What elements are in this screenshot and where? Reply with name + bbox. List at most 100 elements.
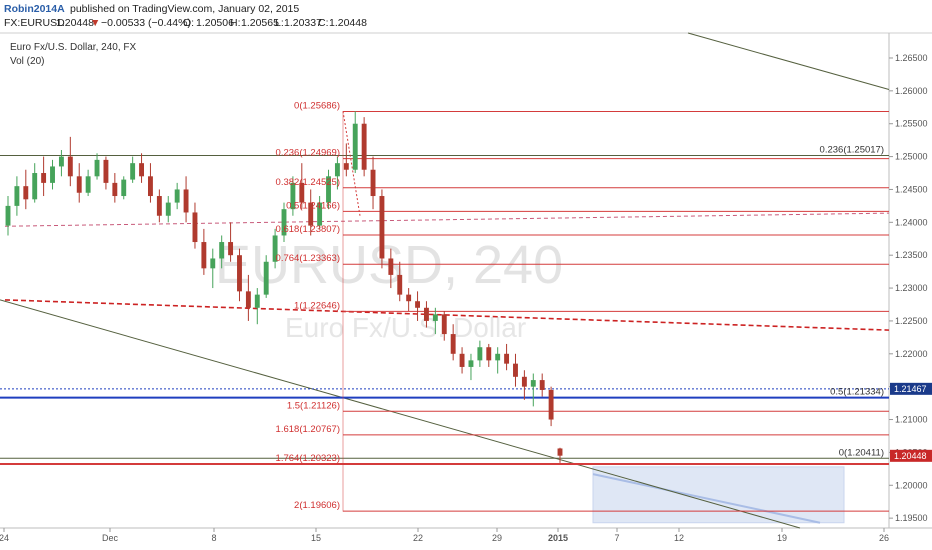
price-label-bg-0 (890, 382, 932, 395)
fib-trend-line (342, 111, 361, 216)
candle-body-15 (139, 163, 144, 177)
candle-body-29 (263, 261, 269, 295)
candle-body-3 (32, 173, 38, 200)
candle-body-44 (397, 274, 403, 295)
publisher-name[interactable]: Robin2014A (4, 3, 65, 15)
y-tick-label-1: 1.26000 (895, 86, 928, 96)
close-label: C: (318, 17, 329, 29)
x-tick-label-5: 29 (492, 533, 502, 543)
candle-body-37 (334, 163, 340, 177)
candle-body-28 (254, 294, 260, 308)
fib-label-4: 0.618(1.23807) (276, 224, 340, 235)
published-text: published on TradingView.com, January 02… (70, 3, 299, 15)
projection-line (592, 473, 821, 524)
low-label: L: (275, 17, 284, 29)
candle-body-1 (14, 186, 20, 206)
candle-body-35 (317, 202, 323, 226)
candle-body-27 (245, 291, 251, 308)
candle-body-39 (352, 123, 358, 170)
y-tick-label-13: 1.20000 (895, 480, 928, 490)
y-tick-label-8: 1.22500 (895, 316, 928, 326)
candle-body-17 (156, 196, 162, 216)
x-tick-label-2: 8 (211, 533, 216, 543)
candle-body-9 (85, 176, 91, 193)
candle-body-7 (67, 156, 73, 177)
last-price: 1.20448 (56, 17, 94, 29)
candle-body-5 (50, 166, 55, 183)
fib-label-3: 0.5(1.24166) (286, 200, 340, 211)
candle-body-36 (326, 176, 331, 203)
red-dashed-trend-line (4, 299, 890, 331)
y-tick-label-14: 1.19500 (895, 513, 928, 523)
price-label-bg-1 (890, 449, 932, 462)
candle-body-13 (121, 179, 127, 197)
fib-label-2: 0.382(1.24525) (276, 177, 340, 188)
candle-body-25 (228, 242, 234, 256)
open-label: O: (183, 17, 194, 29)
candle-body-2 (23, 186, 29, 200)
x-tick-label-1: Dec (102, 533, 119, 543)
candle-body-43 (388, 258, 394, 275)
x-tick-label-3: 15 (311, 533, 321, 543)
candle-body-32 (290, 182, 296, 210)
projection-zone (592, 466, 845, 524)
candle-body-50 (450, 334, 456, 354)
x-tick-label-10: 26 (879, 533, 889, 543)
fib-label-7: 1.5(1.21126) (287, 400, 340, 411)
candle-body-57 (513, 363, 518, 377)
x-tick-label-4: 22 (413, 533, 423, 543)
high-value: 1.20565 (241, 17, 279, 29)
candle-body-51 (459, 353, 465, 367)
y-tick-label-5: 1.24000 (895, 217, 928, 227)
candle-body-23 (210, 258, 216, 269)
y-tick-label-9: 1.22000 (895, 349, 928, 359)
upper-trend-line (687, 32, 890, 91)
fib-label-6: 1(1.22646) (294, 300, 340, 311)
watermark-name: Euro Fx/U.S. Dollar (285, 312, 526, 343)
candle-body-55 (495, 353, 501, 361)
candle-body-38 (343, 163, 349, 170)
candle-body-22 (201, 242, 207, 269)
candle-body-46 (415, 301, 420, 308)
dashed-trend-line (4, 212, 890, 227)
down-arrow-icon: ▼ (90, 17, 100, 29)
candle-body-48 (432, 314, 438, 321)
y-tick-label-3: 1.25000 (895, 152, 928, 162)
y-tick-label-0: 1.26500 (895, 53, 928, 63)
candle-body-14 (130, 163, 136, 180)
y-tick-label-4: 1.24500 (895, 184, 928, 194)
x-tick-label-7: 7 (614, 533, 619, 543)
candle-body-47 (424, 307, 429, 321)
fib-label-10: 2(1.19606) (294, 500, 340, 511)
candle-body-16 (148, 176, 153, 197)
y-tick-label-2: 1.25500 (895, 119, 928, 129)
candle-body-0 (5, 205, 11, 226)
candle-body-42 (379, 196, 385, 259)
candle-body-54 (486, 347, 492, 361)
candle-body-58 (521, 376, 527, 387)
candle-body-53 (477, 347, 483, 361)
candle-body-34 (308, 202, 314, 226)
price-label-1: 1.20448 (894, 451, 927, 461)
candle-body-19 (174, 189, 180, 203)
x-tick-label-9: 19 (777, 533, 787, 543)
candle-body-12 (112, 182, 118, 197)
high-label: H: (230, 17, 241, 29)
candle-body-20 (183, 189, 189, 213)
x-tick-label-0: 24 (0, 533, 9, 543)
right-fib-label-2: 0(1.20411) (839, 447, 884, 458)
candle-body-31 (281, 209, 287, 236)
candle-body-45 (406, 294, 412, 302)
candle-body-24 (219, 242, 225, 259)
chart-title: Euro Fx/U.S. Dollar, 240, FX (10, 42, 136, 53)
x-tick-label-8: 12 (674, 533, 684, 543)
candle-body-40 (361, 123, 367, 170)
fib-label-9: 1.764(1.20323) (276, 453, 340, 464)
y-tick-label-7: 1.23000 (895, 283, 928, 293)
lower-trend-line (0, 299, 801, 529)
candle-body-60 (539, 380, 545, 390)
candle-body-56 (504, 353, 510, 364)
price-change: −0.00533 (−0.44%) (101, 17, 191, 29)
volume-indicator-label[interactable]: Vol (20) (10, 56, 44, 67)
